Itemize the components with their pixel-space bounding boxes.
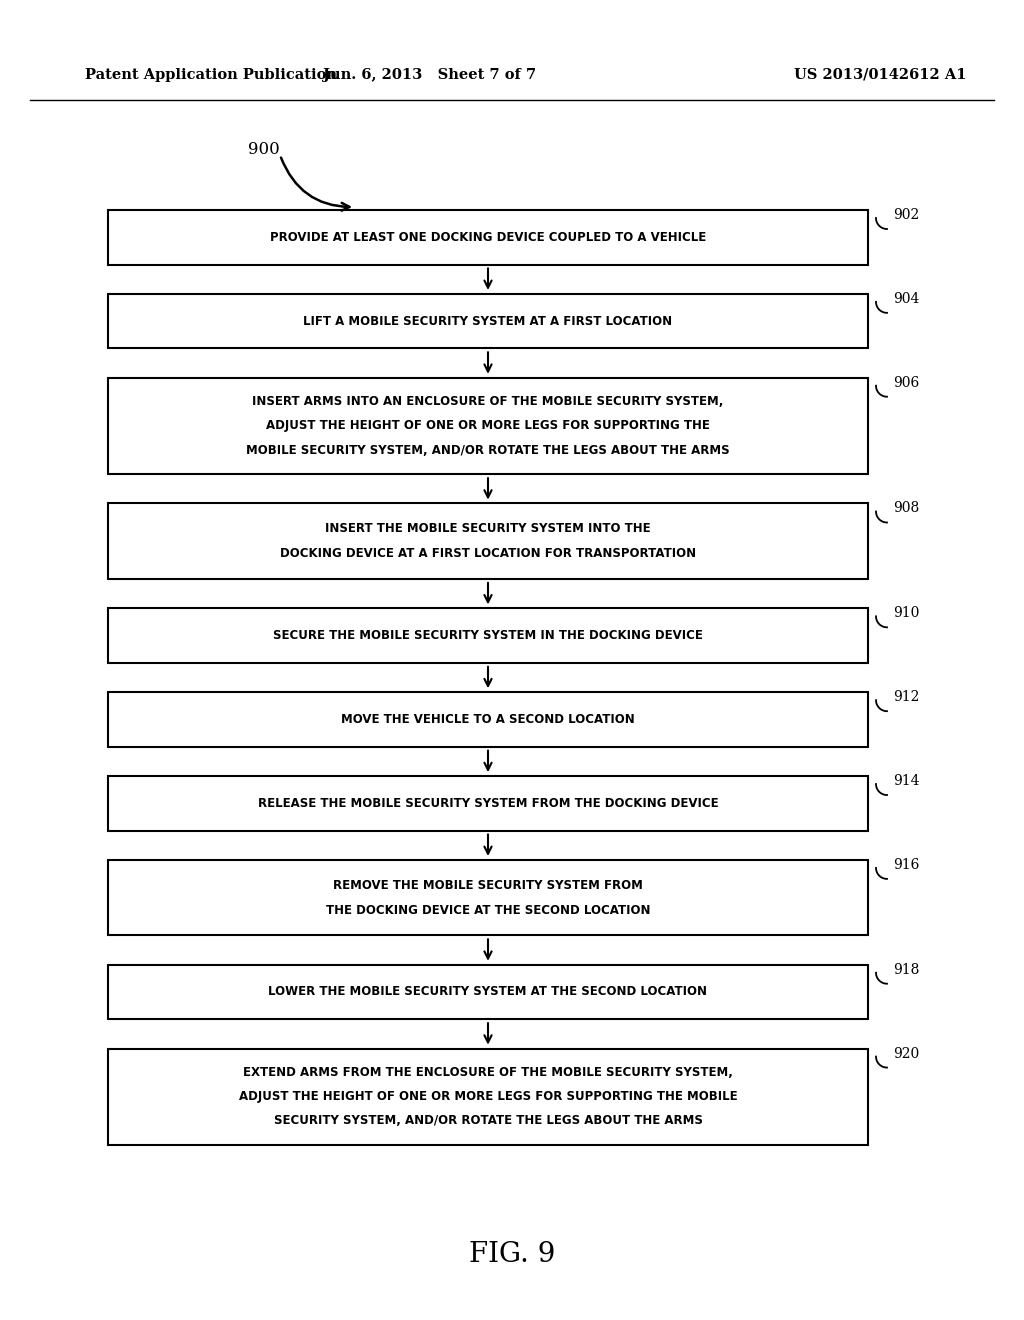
Text: LIFT A MOBILE SECURITY SYSTEM AT A FIRST LOCATION: LIFT A MOBILE SECURITY SYSTEM AT A FIRST… — [303, 314, 673, 327]
Text: US 2013/0142612 A1: US 2013/0142612 A1 — [794, 69, 967, 82]
Text: 906: 906 — [893, 376, 920, 389]
Text: 908: 908 — [893, 502, 920, 516]
Text: INSERT ARMS INTO AN ENCLOSURE OF THE MOBILE SECURITY SYSTEM,: INSERT ARMS INTO AN ENCLOSURE OF THE MOB… — [252, 395, 724, 408]
Text: MOVE THE VEHICLE TO A SECOND LOCATION: MOVE THE VEHICLE TO A SECOND LOCATION — [341, 713, 635, 726]
Text: 902: 902 — [893, 209, 920, 222]
Text: MOBILE SECURITY SYSTEM, AND/OR ROTATE THE LEGS ABOUT THE ARMS: MOBILE SECURITY SYSTEM, AND/OR ROTATE TH… — [246, 444, 730, 457]
Text: RELEASE THE MOBILE SECURITY SYSTEM FROM THE DOCKING DEVICE: RELEASE THE MOBILE SECURITY SYSTEM FROM … — [258, 797, 718, 809]
Text: 918: 918 — [893, 962, 920, 977]
Text: SECURITY SYSTEM, AND/OR ROTATE THE LEGS ABOUT THE ARMS: SECURITY SYSTEM, AND/OR ROTATE THE LEGS … — [273, 1114, 702, 1127]
Text: 914: 914 — [893, 774, 920, 788]
Text: DOCKING DEVICE AT A FIRST LOCATION FOR TRANSPORTATION: DOCKING DEVICE AT A FIRST LOCATION FOR T… — [280, 548, 696, 560]
Bar — [108, 503, 868, 579]
Text: Jun. 6, 2013   Sheet 7 of 7: Jun. 6, 2013 Sheet 7 of 7 — [324, 69, 537, 82]
Bar — [108, 692, 868, 747]
Text: EXTEND ARMS FROM THE ENCLOSURE OF THE MOBILE SECURITY SYSTEM,: EXTEND ARMS FROM THE ENCLOSURE OF THE MO… — [243, 1067, 733, 1080]
Bar — [108, 609, 868, 663]
Text: THE DOCKING DEVICE AT THE SECOND LOCATION: THE DOCKING DEVICE AT THE SECOND LOCATIO… — [326, 904, 650, 916]
Text: LOWER THE MOBILE SECURITY SYSTEM AT THE SECOND LOCATION: LOWER THE MOBILE SECURITY SYSTEM AT THE … — [268, 986, 708, 998]
Text: 900: 900 — [248, 141, 280, 158]
Text: 920: 920 — [893, 1047, 920, 1060]
Bar — [108, 378, 868, 474]
Bar — [108, 965, 868, 1019]
Bar — [108, 859, 868, 936]
Text: ADJUST THE HEIGHT OF ONE OR MORE LEGS FOR SUPPORTING THE MOBILE: ADJUST THE HEIGHT OF ONE OR MORE LEGS FO… — [239, 1090, 737, 1104]
Text: PROVIDE AT LEAST ONE DOCKING DEVICE COUPLED TO A VEHICLE: PROVIDE AT LEAST ONE DOCKING DEVICE COUP… — [270, 231, 707, 244]
Text: Patent Application Publication: Patent Application Publication — [85, 69, 337, 82]
Text: 916: 916 — [893, 858, 920, 873]
Text: ADJUST THE HEIGHT OF ONE OR MORE LEGS FOR SUPPORTING THE: ADJUST THE HEIGHT OF ONE OR MORE LEGS FO… — [266, 420, 710, 433]
Text: INSERT THE MOBILE SECURITY SYSTEM INTO THE: INSERT THE MOBILE SECURITY SYSTEM INTO T… — [326, 523, 651, 535]
Bar — [108, 1048, 868, 1144]
Text: FIG. 9: FIG. 9 — [469, 1242, 555, 1269]
Bar — [108, 210, 868, 264]
Text: 910: 910 — [893, 606, 920, 620]
Text: 904: 904 — [893, 292, 920, 306]
Text: 912: 912 — [893, 690, 920, 704]
Bar — [108, 776, 868, 830]
Text: REMOVE THE MOBILE SECURITY SYSTEM FROM: REMOVE THE MOBILE SECURITY SYSTEM FROM — [333, 879, 643, 891]
Bar — [108, 294, 868, 348]
Text: SECURE THE MOBILE SECURITY SYSTEM IN THE DOCKING DEVICE: SECURE THE MOBILE SECURITY SYSTEM IN THE… — [273, 630, 702, 642]
